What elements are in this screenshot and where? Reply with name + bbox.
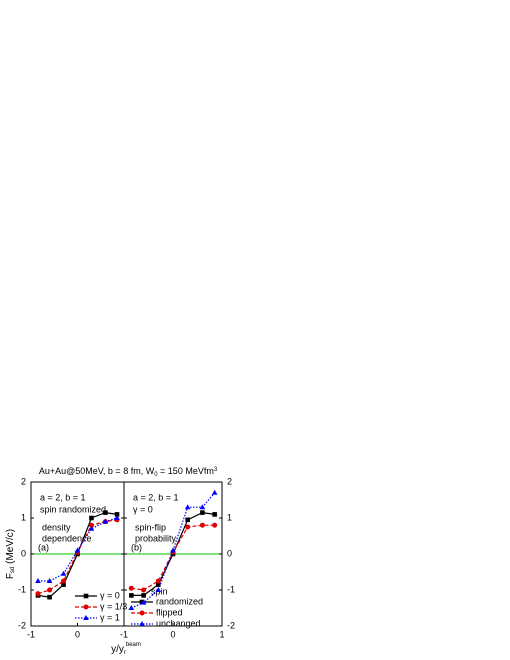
marker <box>200 510 205 515</box>
x-axis-label: y/yrbeam <box>111 642 141 656</box>
marker <box>46 578 53 583</box>
marker <box>61 582 66 587</box>
y-tick-label: -1 <box>227 584 235 594</box>
annotation: density <box>42 522 71 532</box>
annotation: spin-flip <box>135 522 166 532</box>
x-tick-label: 0 <box>75 629 80 639</box>
marker <box>199 522 205 528</box>
legend-label: flipped <box>156 607 183 617</box>
annotation: (b) <box>131 542 142 552</box>
marker <box>88 522 94 528</box>
marker <box>103 510 108 515</box>
legend-label: randomized <box>156 596 203 606</box>
marker <box>212 522 218 528</box>
x-tick-label: -1 <box>27 629 35 639</box>
marker <box>212 512 217 517</box>
legend-label: γ = 0 <box>100 590 120 600</box>
annotation: (a) <box>38 542 49 552</box>
marker <box>83 615 89 620</box>
y-tick-label: -2 <box>227 620 235 630</box>
marker <box>139 610 145 616</box>
y-tick-label: -1 <box>18 584 26 594</box>
marker <box>83 593 89 599</box>
legend-label: unchanged <box>156 618 201 628</box>
annotation: a = 2, b = 1 <box>133 492 179 502</box>
annotation: spin randomized <box>40 504 106 514</box>
y-axis-label: Fsd (MeV/c) <box>5 529 16 579</box>
marker <box>170 547 176 553</box>
marker <box>89 515 94 521</box>
annotation: dependence <box>42 533 92 543</box>
marker <box>61 578 67 584</box>
marker <box>35 591 41 597</box>
x-tick-label: 1 <box>219 629 224 639</box>
marker <box>185 524 191 530</box>
marker <box>88 525 95 531</box>
marker <box>139 621 145 626</box>
marker <box>128 585 134 591</box>
marker <box>185 517 190 523</box>
x-tick-label: -1 <box>120 629 128 639</box>
marker <box>47 587 53 593</box>
y-tick-label: 1 <box>227 512 232 522</box>
marker <box>155 578 161 584</box>
annotation: a = 2, b = 1 <box>40 492 86 502</box>
chart-title: Au+Au@50MeV, b = 8 fm, W0 = 150 MeVfm3 <box>39 466 218 477</box>
y-tick-label: 2 <box>21 476 26 486</box>
marker <box>211 489 218 495</box>
marker <box>129 593 134 598</box>
marker <box>102 518 109 524</box>
x-tick-label: 0 <box>170 629 175 639</box>
marker <box>114 515 120 520</box>
marker <box>60 570 67 576</box>
annotation: probability <box>135 533 177 543</box>
marker <box>83 604 89 610</box>
marker <box>114 512 120 517</box>
marker <box>47 594 52 600</box>
marker <box>74 547 81 553</box>
annotation: γ = 0 <box>133 504 153 514</box>
marker <box>156 582 161 587</box>
marker <box>139 599 145 605</box>
y-tick-label: 0 <box>227 548 232 558</box>
marker <box>141 587 147 593</box>
marker <box>199 504 206 510</box>
marker <box>140 599 147 605</box>
y-tick-label: -2 <box>18 620 26 630</box>
marker <box>35 578 41 583</box>
marker <box>184 504 191 510</box>
y-tick-label: 1 <box>21 512 26 522</box>
y-tick-label: 0 <box>21 548 26 558</box>
y-tick-label: 2 <box>227 476 232 486</box>
marker <box>128 605 135 610</box>
legend-label: γ = 1 <box>100 612 120 622</box>
marker <box>141 593 146 598</box>
marker <box>155 587 162 592</box>
legend-label: γ = 1/3 <box>100 601 127 611</box>
